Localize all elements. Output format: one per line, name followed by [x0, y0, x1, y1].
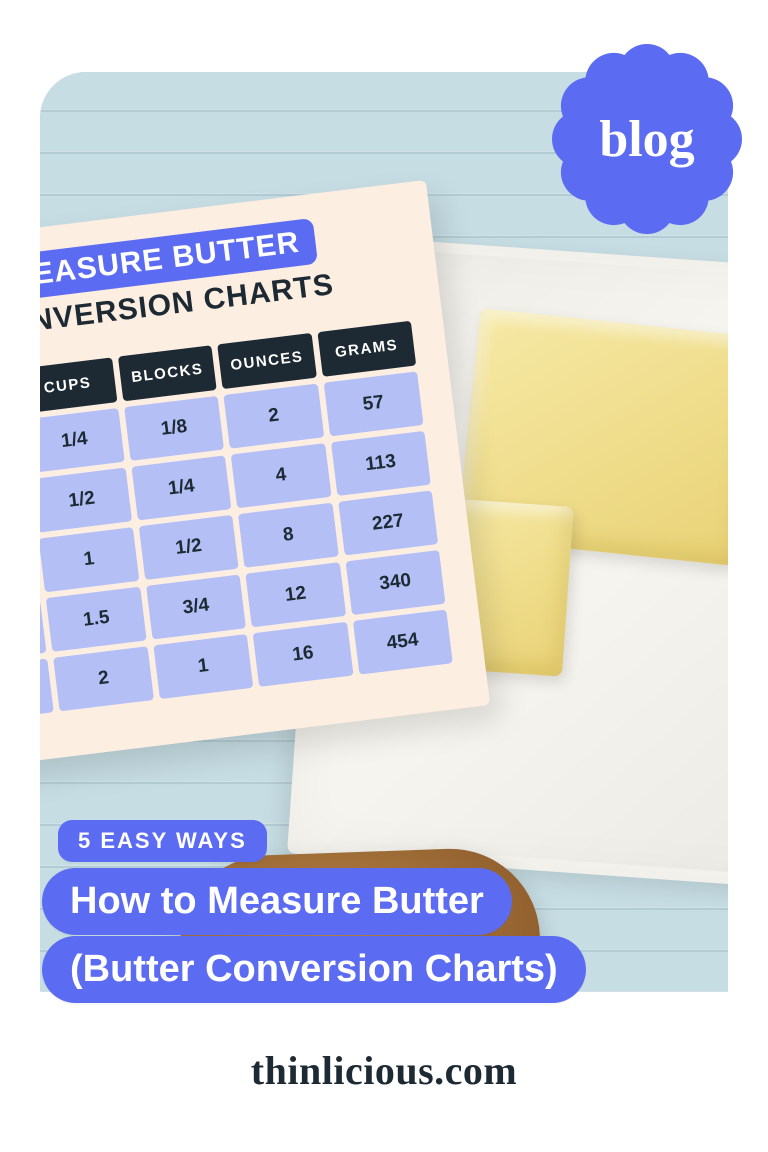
table-cell: 227	[338, 490, 438, 555]
table-cell: 1/4	[40, 408, 125, 473]
table-cell: 57	[323, 371, 423, 436]
table-cell: 454	[352, 610, 452, 675]
table-cell: 1.5	[46, 587, 146, 652]
headline-line-1: How to Measure Butter	[42, 868, 512, 935]
table-cell: 3/4	[146, 574, 246, 639]
table-cell: 1/2	[139, 515, 239, 580]
table-cell: 2	[224, 384, 324, 449]
brand-logo: thinlicious.com	[0, 1047, 768, 1094]
table-cell: 16	[253, 622, 353, 687]
table-cell: 113	[331, 431, 431, 496]
table-cell: 12	[246, 562, 346, 627]
table-cell: 4	[231, 443, 331, 508]
table-col-header: BLOCKS	[118, 345, 217, 401]
table-cell: 32	[40, 658, 54, 723]
table-col-header: GRAMS	[317, 321, 416, 377]
kicker-label: 5 EASY WAYS	[58, 820, 267, 862]
table-cell: 1/2	[40, 468, 132, 533]
table-cell: 1	[153, 634, 253, 699]
table-cell: 1	[40, 527, 139, 592]
table-cell: 340	[345, 550, 445, 615]
badge-label: blog	[599, 110, 694, 169]
table-cell: 24	[40, 599, 47, 664]
table-cell: 8	[238, 503, 338, 568]
conversion-chart-card: MEASURE BUTTER CONVERSION CHARTS POONSCU…	[40, 180, 490, 773]
brand-text: thinlicious.com	[251, 1048, 517, 1093]
conversion-table: POONSCUPSBLOCKSOUNCESGRAMS 41/41/825781/…	[40, 314, 459, 730]
table-cell: 1/8	[124, 396, 224, 461]
table-col-header: CUPS	[40, 357, 117, 413]
blog-badge: blog	[552, 44, 742, 234]
table-cell: 2	[54, 646, 154, 711]
table-cell: 1/4	[131, 455, 231, 520]
table-col-header: OUNCES	[217, 333, 316, 389]
headline-line-2: (Butter Conversion Charts)	[42, 936, 586, 1003]
